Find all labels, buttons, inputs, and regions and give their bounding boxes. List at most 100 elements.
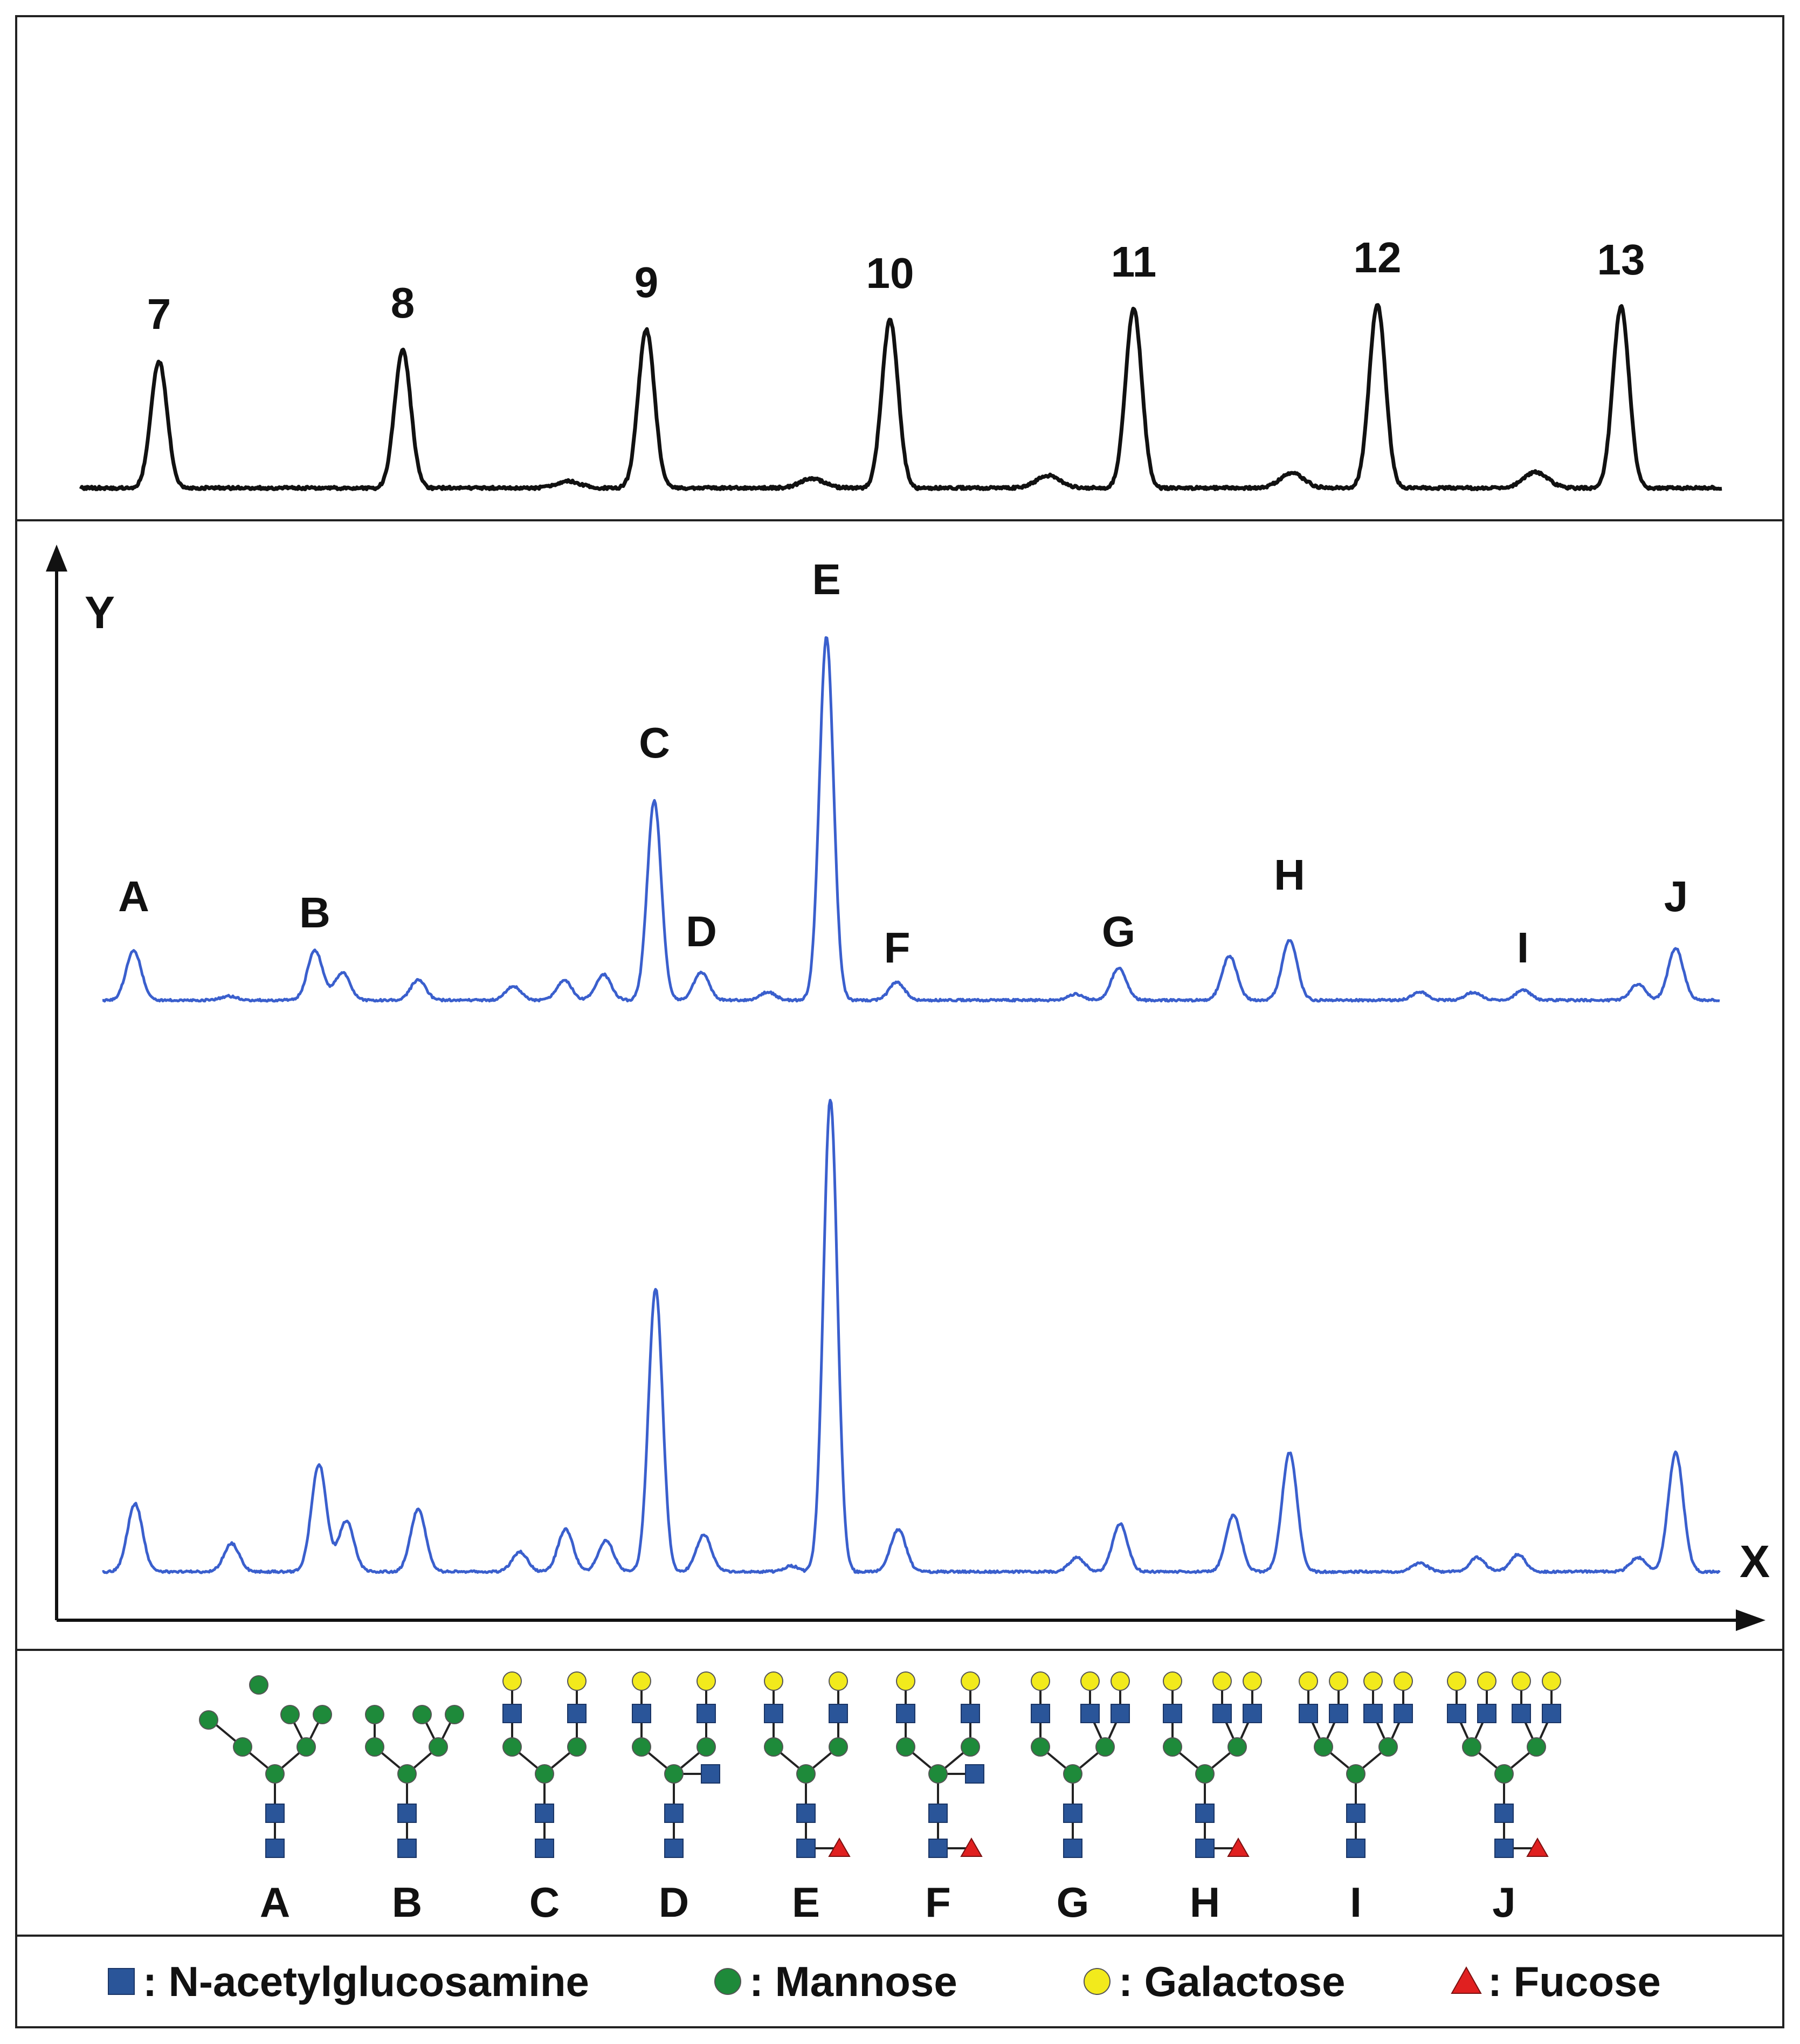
sample-peak-label-C: C	[639, 719, 670, 767]
x-axis-label: X	[1740, 1536, 1770, 1587]
glcnac-symbol	[1512, 1704, 1531, 1723]
galactose-symbol	[961, 1671, 980, 1691]
galactose-symbol	[1080, 1671, 1100, 1691]
legend-triangle-icon	[1451, 1966, 1482, 1994]
legend-text-0: : N-acetylglucosamine	[143, 1958, 589, 2005]
glcnac-symbol	[1346, 1839, 1365, 1858]
monosaccharide-legend: : N-acetylglucosamine: Mannose: Galactos…	[108, 1958, 1661, 2005]
glcnac-symbol	[265, 1804, 285, 1823]
glycan-structure-G: G	[1031, 1671, 1130, 1926]
mannose-symbol	[1195, 1764, 1215, 1784]
sample-peak-label-H: H	[1274, 851, 1305, 899]
glcnac-symbol	[1299, 1704, 1318, 1723]
galactose-symbol	[1299, 1671, 1318, 1691]
sample-peak-label-I: I	[1517, 924, 1529, 972]
sample-trace-upper	[102, 636, 1720, 1003]
sample-peak-labels: A B C D E F G H I J	[118, 555, 1688, 972]
galactose-symbol	[1394, 1671, 1413, 1691]
glycan-label-B: B	[392, 1878, 422, 1926]
glcnac-symbol	[1542, 1704, 1561, 1723]
sample-chromatograms-panel: Y X A B C D E F G H I J	[46, 545, 1770, 1631]
glcnac-symbol	[535, 1804, 554, 1823]
mannose-symbol	[1095, 1737, 1115, 1757]
glcnac-symbol	[928, 1839, 948, 1858]
galactose-symbol	[696, 1671, 716, 1691]
glcnac-symbol	[1394, 1704, 1413, 1723]
glcnac-symbol	[1063, 1839, 1082, 1858]
ladder-trace	[79, 303, 1723, 491]
glcnac-symbol	[1195, 1804, 1215, 1823]
glycan-structure-E: E	[764, 1671, 851, 1926]
mannose-symbol	[567, 1737, 587, 1757]
y-axis-arrowhead	[46, 545, 67, 572]
glycan-structure-F: F	[896, 1671, 984, 1926]
mannose-symbol	[313, 1705, 332, 1724]
mannose-symbol	[928, 1764, 948, 1784]
sample-peak-label-E: E	[812, 555, 840, 603]
fucose-symbol	[828, 1837, 851, 1857]
glycan-label-C: C	[529, 1878, 560, 1926]
ladder-peak-label-12: 12	[1354, 233, 1402, 281]
glcnac-symbol	[1346, 1804, 1365, 1823]
galactose-symbol	[1477, 1671, 1496, 1691]
galactose-symbol	[764, 1671, 783, 1691]
glycan-label-G: G	[1057, 1878, 1089, 1926]
mannose-symbol	[365, 1737, 384, 1757]
legend-square-icon	[108, 1968, 135, 1995]
glycan-structure-D: D	[632, 1671, 720, 1926]
mannose-symbol	[1227, 1737, 1247, 1757]
glcnac-symbol	[1494, 1839, 1514, 1858]
glcnac-symbol	[1243, 1704, 1262, 1723]
mannose-symbol	[1063, 1764, 1082, 1784]
glcnac-symbol	[664, 1839, 684, 1858]
mannose-symbol	[1346, 1764, 1365, 1784]
glcnac-symbol	[1163, 1704, 1182, 1723]
ladder-peak-label-9: 9	[635, 258, 659, 306]
glcnac-symbol	[397, 1839, 417, 1858]
legend-item-1: : Mannose	[714, 1958, 957, 2005]
mannose-symbol	[1031, 1737, 1050, 1757]
glcnac-symbol	[1063, 1804, 1082, 1823]
ladder-peak-label-11: 11	[1111, 238, 1157, 286]
reference-ladder-panel: 7 8 9 10 11 12 13	[79, 233, 1723, 491]
mannose-symbol	[764, 1737, 783, 1757]
sample-trace-lower	[102, 1098, 1721, 1574]
fucose-symbol	[1526, 1837, 1549, 1857]
glycan-structure-A: A	[199, 1675, 332, 1926]
glycan-label-I: I	[1350, 1878, 1362, 1926]
galactose-symbol	[1329, 1671, 1348, 1691]
glcnac-symbol	[1329, 1704, 1348, 1723]
sample-peak-label-D: D	[686, 907, 717, 955]
mannose-symbol	[632, 1737, 651, 1757]
mannose-symbol	[535, 1764, 554, 1784]
glycan-structure-C: C	[502, 1671, 587, 1926]
y-axis-label: Y	[85, 587, 115, 638]
mannose-symbol	[296, 1737, 316, 1757]
glycan-label-F: F	[925, 1878, 951, 1926]
legend-circle-icon	[714, 1968, 741, 1995]
glcnac-symbol	[1080, 1704, 1100, 1723]
glcnac-symbol	[928, 1804, 948, 1823]
galactose-symbol	[1512, 1671, 1531, 1691]
glycan-structure-H: H	[1163, 1671, 1262, 1926]
glcnac-symbol	[764, 1704, 783, 1723]
glcnac-symbol	[502, 1704, 522, 1723]
galactose-symbol	[896, 1671, 915, 1691]
glcnac-symbol	[829, 1704, 848, 1723]
sample-peak-label-B: B	[299, 889, 330, 937]
mannose-symbol	[412, 1705, 432, 1724]
glcnac-symbol	[265, 1839, 285, 1858]
galactose-symbol	[1447, 1671, 1466, 1691]
mannose-symbol	[896, 1737, 915, 1757]
mannose-symbol	[199, 1710, 218, 1730]
glycan-structures-panel: A B C D E F G H I J	[199, 1671, 1561, 1926]
glcnac-symbol	[1111, 1704, 1130, 1723]
ladder-peak-label-7: 7	[147, 290, 171, 338]
mannose-symbol	[696, 1737, 716, 1757]
figure-border	[15, 15, 1784, 2028]
glcnac-symbol	[664, 1804, 684, 1823]
mannose-symbol	[1494, 1764, 1514, 1784]
mannose-symbol	[796, 1764, 816, 1784]
galactose-symbol	[632, 1671, 651, 1691]
galactose-symbol	[1363, 1671, 1383, 1691]
